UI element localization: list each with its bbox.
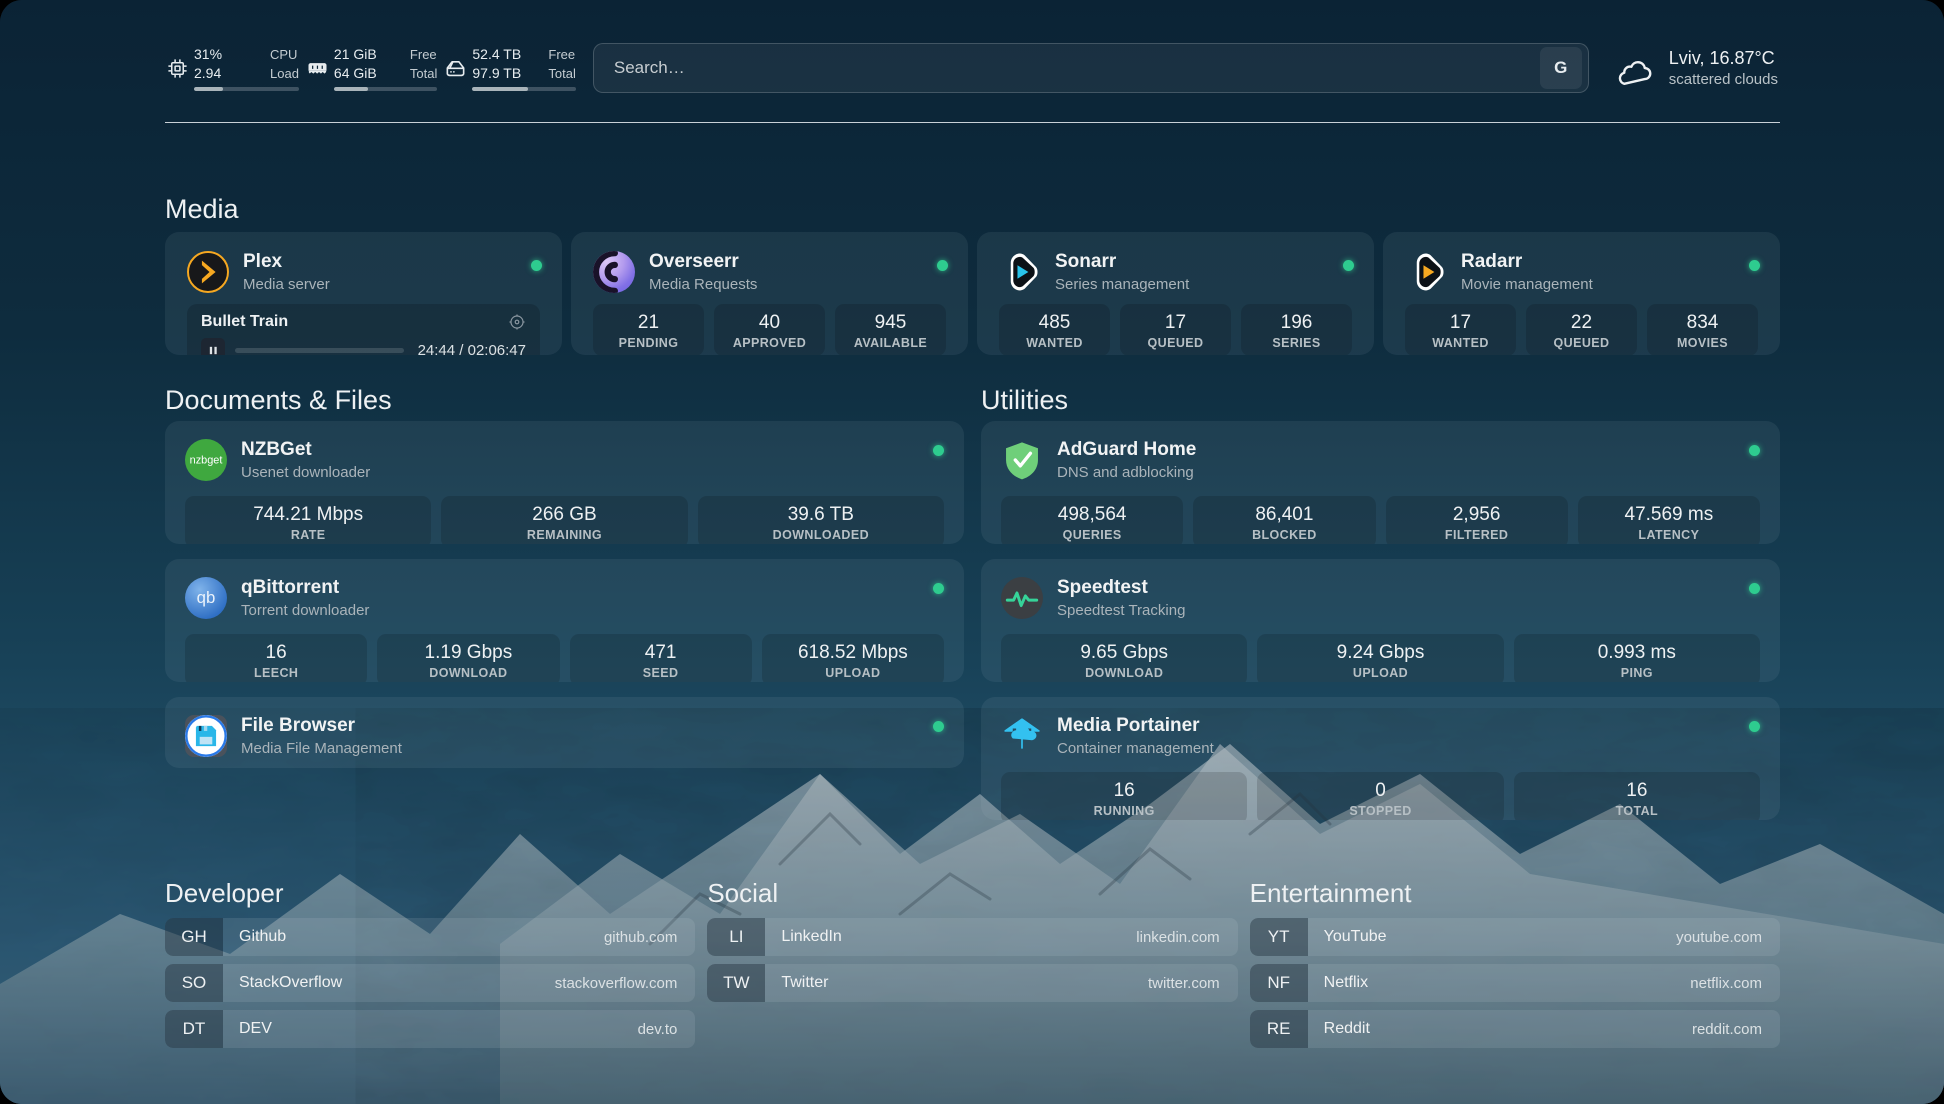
svg-text:qb: qb [197, 588, 216, 607]
svg-text:nzbget: nzbget [190, 454, 223, 466]
